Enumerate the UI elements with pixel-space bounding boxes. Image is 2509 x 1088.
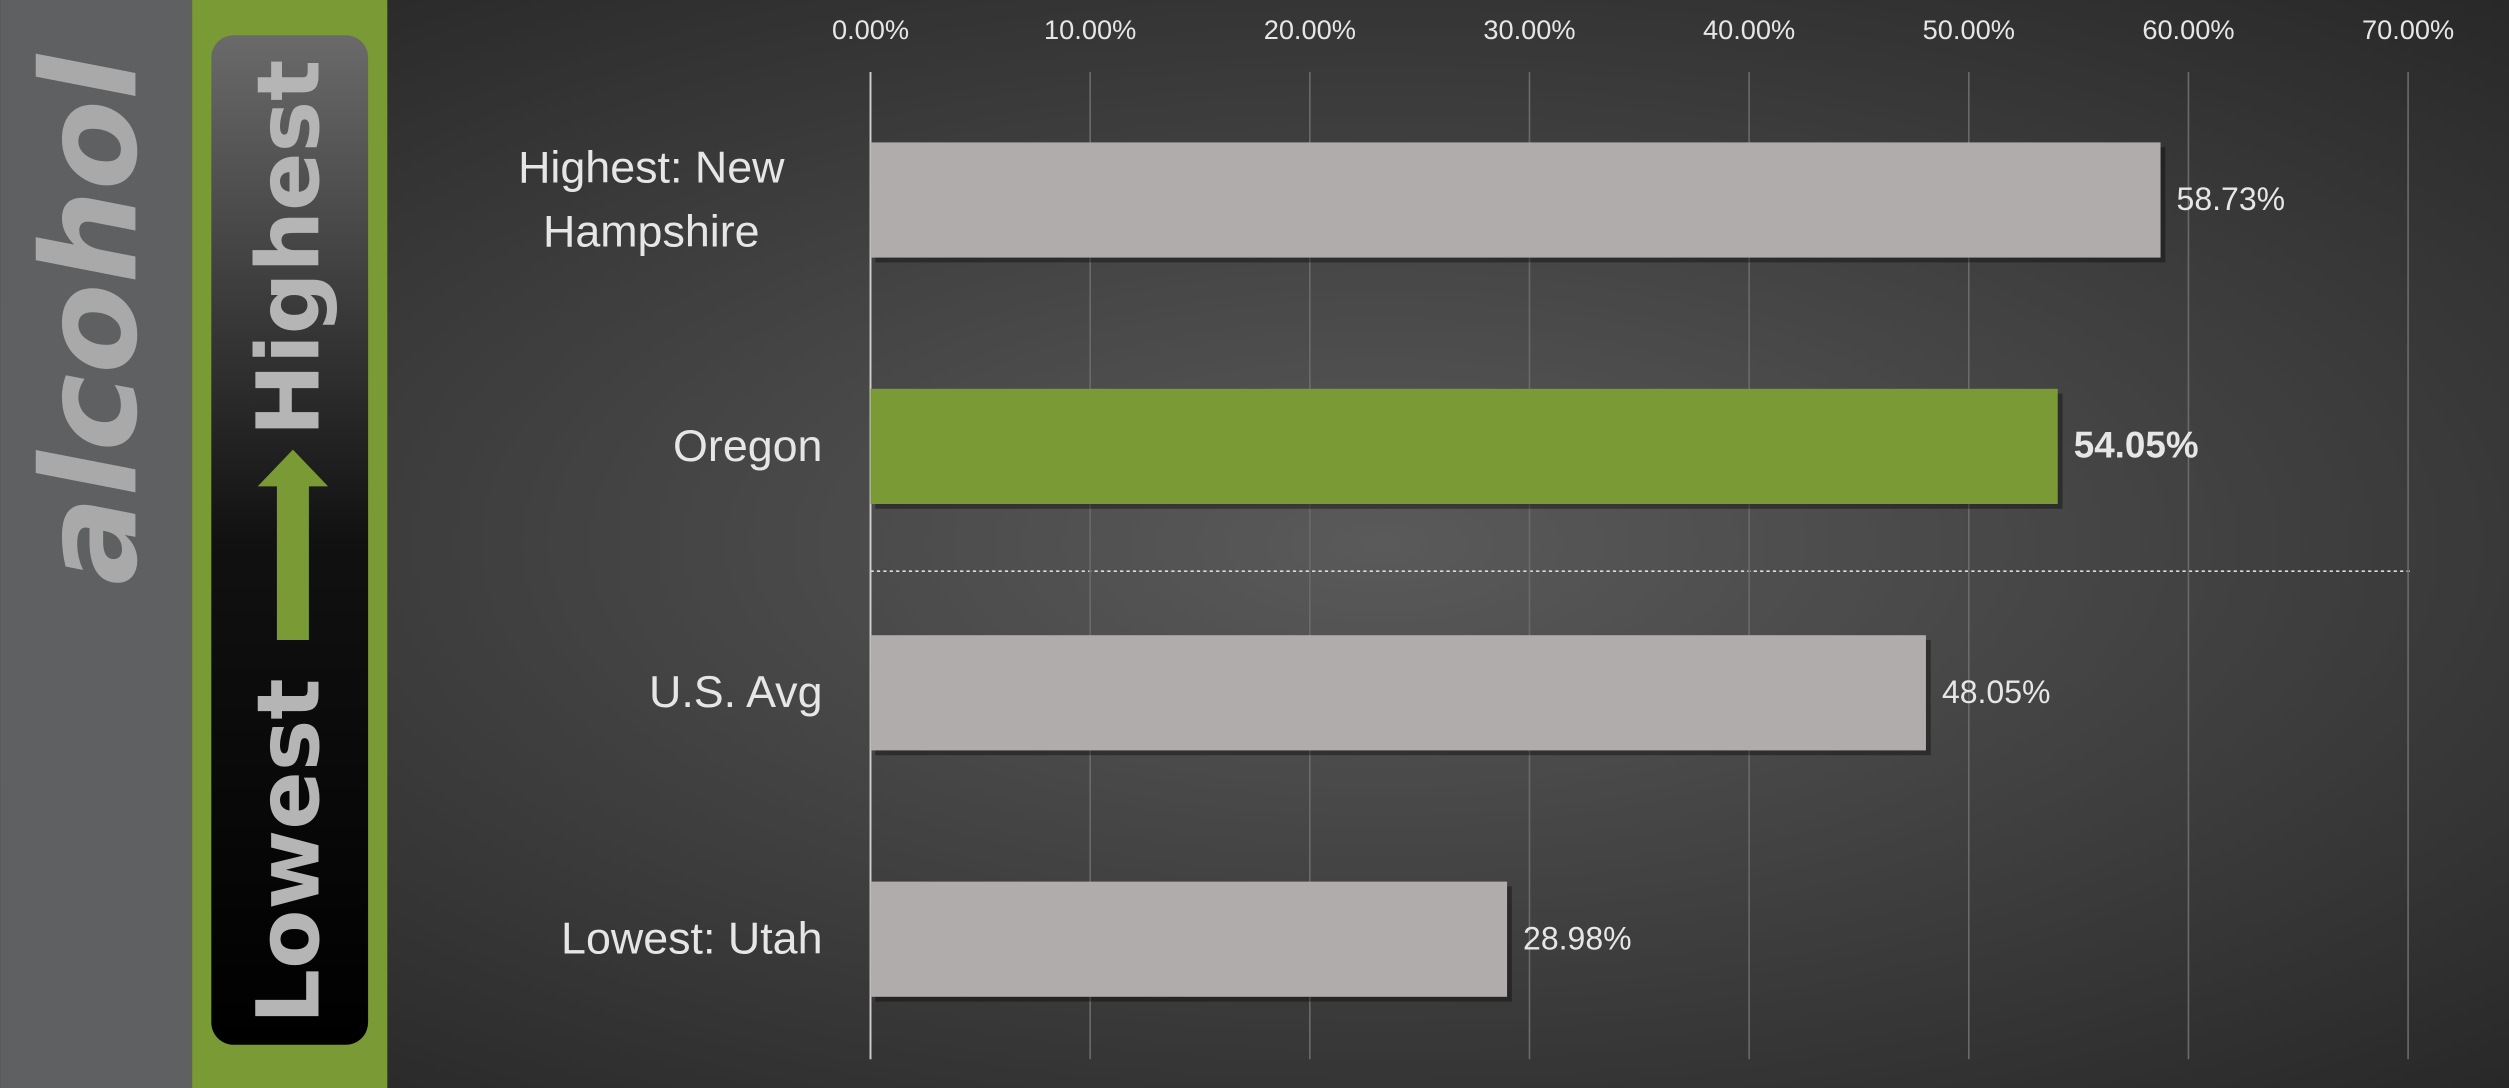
side-strip xyxy=(0,0,193,1088)
x-tick-label: 70.00% xyxy=(2362,14,2454,45)
bar xyxy=(870,388,2058,504)
category-label: Lowest: Utah xyxy=(561,913,823,964)
category-label: Oregon xyxy=(673,420,823,471)
side-title: alcohol xyxy=(13,53,166,585)
category-label-box: Oregon xyxy=(673,420,823,471)
value-label: 58.73% xyxy=(2177,181,2286,217)
value-label: 48.05% xyxy=(1942,674,2051,710)
category-label-box: Highest: New Hampshire xyxy=(518,142,785,256)
x-tick-label: 60.00% xyxy=(2142,14,2234,45)
x-tick-label: 20.00% xyxy=(1264,14,1356,45)
bar xyxy=(870,881,1508,997)
scale-arrow xyxy=(257,449,329,640)
x-tick-label: 40.00% xyxy=(1703,14,1795,45)
value-label: 54.05% xyxy=(2074,425,2199,466)
scale-low: Lowest xyxy=(239,678,339,1024)
category-label-box: U.S. Avg xyxy=(649,667,823,717)
bar xyxy=(870,142,2161,258)
category-label: Highest: New Hampshire xyxy=(518,142,785,256)
x-tick-label: 30.00% xyxy=(1483,14,1575,45)
x-tick-label: 10.00% xyxy=(1044,14,1136,45)
value-label: 28.98% xyxy=(1523,920,1632,956)
scale-high: Highest xyxy=(239,60,339,437)
category-label-box: Lowest: Utah xyxy=(561,913,823,964)
x-tick-label: 0.00% xyxy=(832,14,909,45)
x-tick-label: 50.00% xyxy=(1923,14,2015,45)
category-label: U.S. Avg xyxy=(649,667,823,717)
bar xyxy=(870,635,1926,751)
